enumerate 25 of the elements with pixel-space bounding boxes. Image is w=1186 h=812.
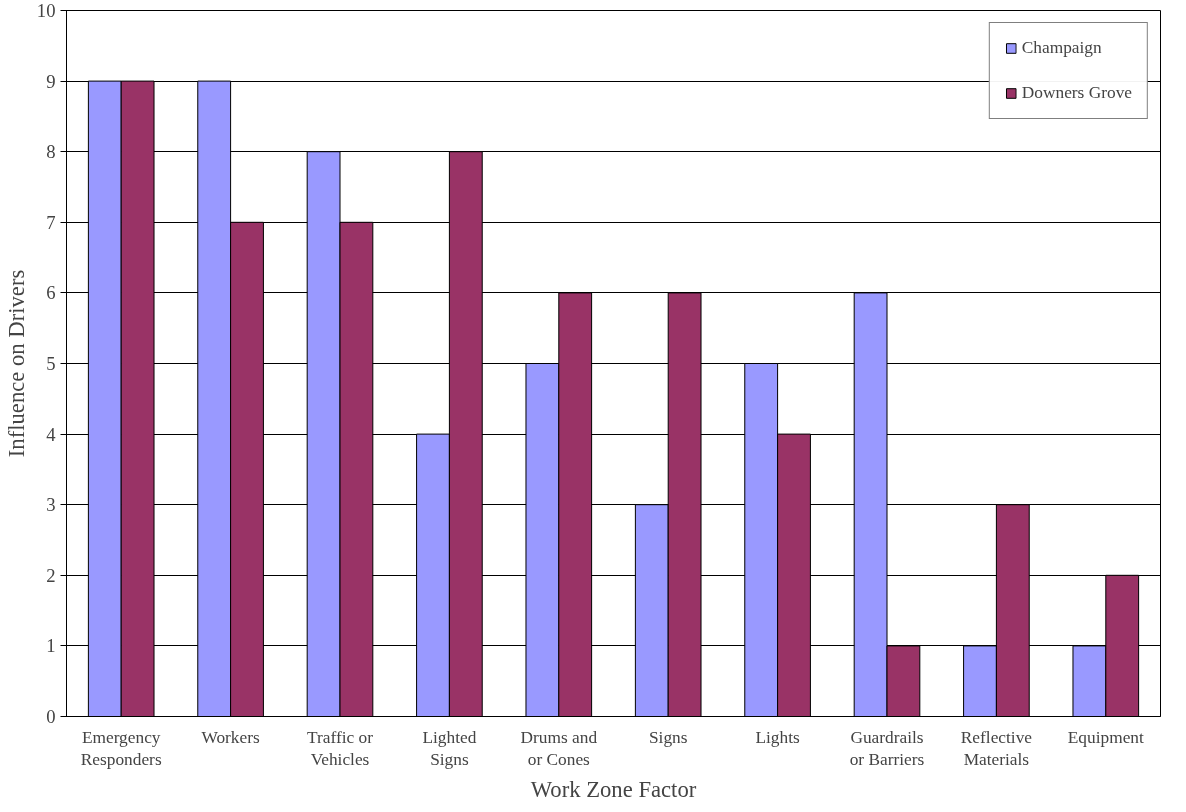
y-tick-label: 7 xyxy=(46,211,56,233)
legend-label: Champaign xyxy=(1021,38,1102,58)
x-tick-label: Workers xyxy=(201,727,260,747)
x-tick-label: Signs xyxy=(648,727,688,747)
y-tick-label: 8 xyxy=(46,141,56,163)
y-tick-label: 9 xyxy=(46,70,56,92)
x-tick-label: Traffic or Vehicles xyxy=(307,727,374,770)
x-tick-label: Drums and or Cones xyxy=(520,727,598,770)
y-tick-label: 3 xyxy=(46,494,56,516)
x-tick-label: Lights xyxy=(755,727,800,747)
y-tick-label: 2 xyxy=(46,564,56,586)
y-tick-label: 0 xyxy=(46,706,56,727)
y-tick-label: 5 xyxy=(46,353,56,374)
x-axis-title: Work Zone Factor xyxy=(530,777,697,803)
x-tick-label: Reflective Materials xyxy=(960,727,1033,770)
legend-label: Downers Grove xyxy=(1021,83,1132,103)
y-tick-label: 1 xyxy=(46,635,56,657)
x-tick-label: Guardrails or Barriers xyxy=(849,727,925,770)
y-tick-label: 4 xyxy=(46,423,57,445)
x-tick-label: Lighted Signs xyxy=(422,727,477,770)
y-tick-label: 6 xyxy=(46,282,56,304)
x-tick-label: Emergency Responders xyxy=(80,727,162,770)
y-axis-title: Influence on Drivers xyxy=(3,269,29,458)
y-tick-label: 10 xyxy=(36,0,56,21)
x-tick-label: Equipment xyxy=(1067,727,1145,747)
